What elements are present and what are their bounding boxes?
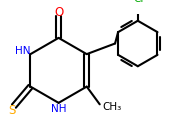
Text: CH₃: CH₃ xyxy=(102,102,121,112)
Text: S: S xyxy=(8,104,15,117)
Text: Cl: Cl xyxy=(133,0,144,4)
Text: O: O xyxy=(54,6,63,19)
Text: NH: NH xyxy=(51,104,66,114)
Text: HN: HN xyxy=(15,46,31,56)
